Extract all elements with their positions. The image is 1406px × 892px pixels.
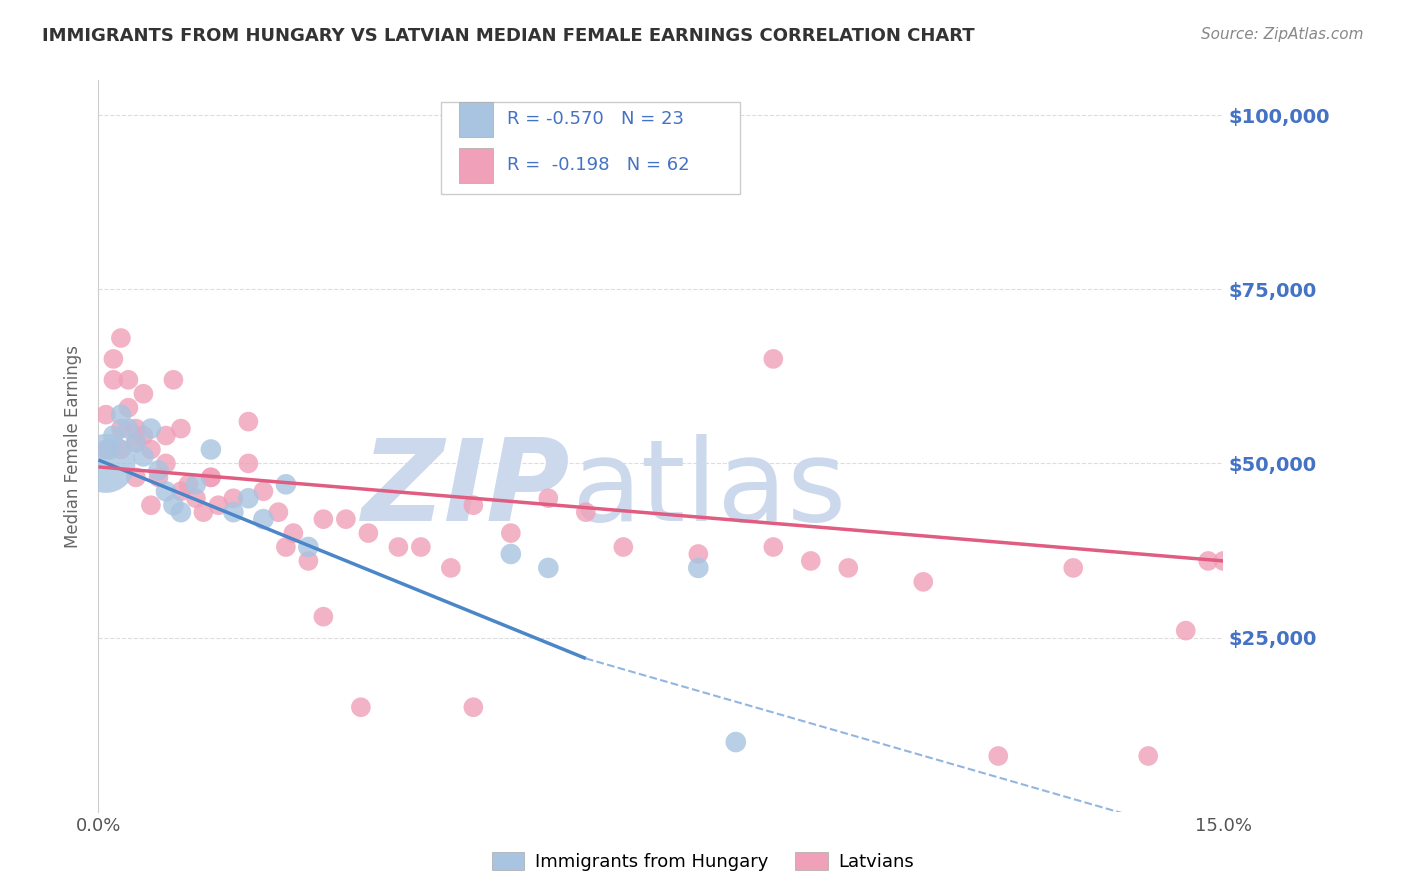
Point xyxy=(155,428,177,442)
Point xyxy=(117,373,139,387)
Point xyxy=(335,512,357,526)
Point xyxy=(463,498,485,512)
Point xyxy=(252,512,274,526)
Point xyxy=(297,554,319,568)
Point xyxy=(110,442,132,457)
Text: atlas: atlas xyxy=(571,434,846,545)
Point xyxy=(350,700,373,714)
Text: ZIP: ZIP xyxy=(363,434,571,545)
Point xyxy=(575,505,598,519)
Point xyxy=(238,491,260,506)
Point xyxy=(724,735,747,749)
Point xyxy=(170,484,193,499)
Point xyxy=(409,540,432,554)
Point xyxy=(94,408,117,422)
Point xyxy=(94,442,117,457)
Point xyxy=(177,477,200,491)
Point xyxy=(125,435,148,450)
Point xyxy=(139,442,162,457)
Point xyxy=(207,498,229,512)
Point xyxy=(312,512,335,526)
Point xyxy=(148,470,170,484)
Point xyxy=(132,450,155,464)
Point xyxy=(162,373,184,387)
Point xyxy=(1062,561,1084,575)
Point xyxy=(200,470,222,484)
Point xyxy=(238,457,260,471)
Point xyxy=(274,540,297,554)
Point xyxy=(162,498,184,512)
Point xyxy=(148,463,170,477)
Point xyxy=(688,547,710,561)
Point xyxy=(762,351,785,366)
Point xyxy=(537,491,560,506)
Point xyxy=(170,421,193,435)
Point xyxy=(222,505,245,519)
Point xyxy=(103,428,125,442)
Point xyxy=(98,442,121,457)
Point xyxy=(103,373,125,387)
Point xyxy=(283,526,305,541)
Point xyxy=(1212,554,1234,568)
Point xyxy=(297,540,319,554)
Point xyxy=(1174,624,1197,638)
Point xyxy=(357,526,380,541)
Point xyxy=(132,428,155,442)
Text: Source: ZipAtlas.com: Source: ZipAtlas.com xyxy=(1201,27,1364,42)
Text: IMMIGRANTS FROM HUNGARY VS LATVIAN MEDIAN FEMALE EARNINGS CORRELATION CHART: IMMIGRANTS FROM HUNGARY VS LATVIAN MEDIA… xyxy=(42,27,974,45)
Point xyxy=(238,415,260,429)
Point xyxy=(139,421,162,435)
Point xyxy=(200,470,222,484)
Point xyxy=(537,561,560,575)
Point xyxy=(110,408,132,422)
Point xyxy=(688,561,710,575)
Point xyxy=(499,547,522,561)
Point xyxy=(222,491,245,506)
Point xyxy=(1137,749,1160,764)
Point xyxy=(274,477,297,491)
Point xyxy=(125,421,148,435)
Point xyxy=(252,484,274,499)
Point xyxy=(1197,554,1219,568)
Point xyxy=(193,505,215,519)
Point xyxy=(800,554,823,568)
FancyBboxPatch shape xyxy=(460,147,494,183)
Point xyxy=(387,540,409,554)
FancyBboxPatch shape xyxy=(460,102,494,137)
FancyBboxPatch shape xyxy=(441,103,740,194)
Point xyxy=(463,700,485,714)
Point xyxy=(125,470,148,484)
Point xyxy=(117,421,139,435)
Point xyxy=(267,505,290,519)
Point xyxy=(912,574,935,589)
Point xyxy=(499,526,522,541)
Text: R =  -0.198   N = 62: R = -0.198 N = 62 xyxy=(506,156,689,174)
Point xyxy=(612,540,634,554)
Point xyxy=(125,435,148,450)
Point xyxy=(200,442,222,457)
Point xyxy=(110,421,132,435)
Point xyxy=(94,457,117,471)
Point xyxy=(155,457,177,471)
Text: R = -0.570   N = 23: R = -0.570 N = 23 xyxy=(506,111,683,128)
Point xyxy=(139,498,162,512)
Point xyxy=(837,561,859,575)
Point xyxy=(155,484,177,499)
Point xyxy=(184,477,207,491)
Point xyxy=(117,401,139,415)
Point xyxy=(132,386,155,401)
Point xyxy=(170,505,193,519)
Legend: Immigrants from Hungary, Latvians: Immigrants from Hungary, Latvians xyxy=(484,846,922,879)
Point xyxy=(103,351,125,366)
Point xyxy=(184,491,207,506)
Point xyxy=(987,749,1010,764)
Point xyxy=(762,540,785,554)
Point xyxy=(440,561,463,575)
Point xyxy=(312,609,335,624)
Y-axis label: Median Female Earnings: Median Female Earnings xyxy=(65,344,83,548)
Point xyxy=(110,331,132,345)
